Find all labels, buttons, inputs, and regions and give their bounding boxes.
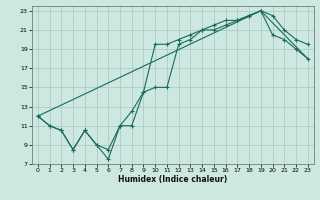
X-axis label: Humidex (Indice chaleur): Humidex (Indice chaleur) [118, 175, 228, 184]
